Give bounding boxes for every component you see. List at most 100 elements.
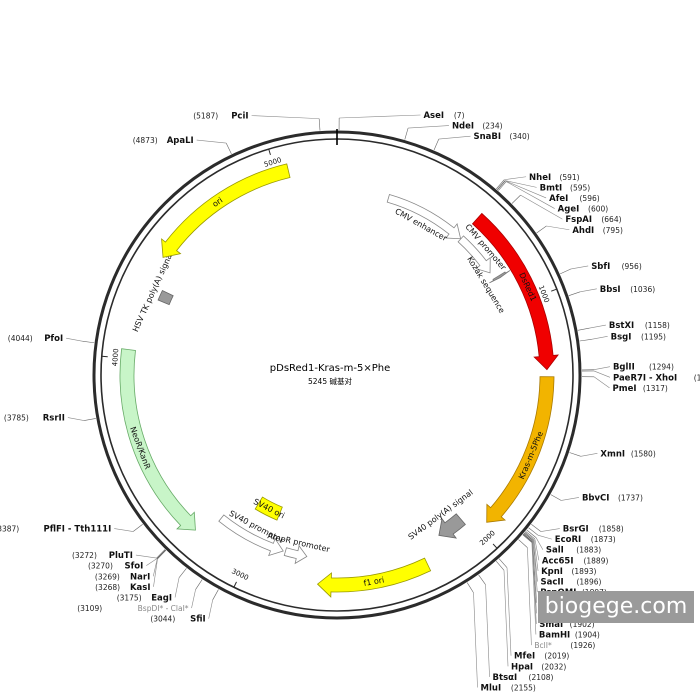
site-position: (1737) <box>618 493 643 502</box>
site-position: (3387) <box>0 525 19 534</box>
site-name: BbvCI <box>582 493 610 503</box>
feature-ori <box>161 163 291 258</box>
site-name: BsrGI <box>563 525 589 535</box>
site-leader <box>174 577 180 598</box>
site-leader <box>518 539 528 548</box>
site-name: MluI <box>481 684 502 694</box>
site-position: (1195) <box>641 332 666 341</box>
site-leader <box>195 579 203 590</box>
site-sali: SalI (1883) <box>526 529 601 556</box>
feature-ampr-promoter <box>283 544 308 565</box>
site-leader <box>438 135 471 140</box>
site-pfoi: PfoI (4044) <box>8 334 95 344</box>
site-paer7i-xhoi: PaeR7I - XhoI (1298) <box>581 370 700 383</box>
tick-mark <box>268 148 271 155</box>
site-name: NheI <box>529 173 551 183</box>
site-leader <box>225 142 232 155</box>
site-position: (2032) <box>541 662 566 671</box>
feature-sv40-promoter <box>218 514 284 557</box>
site-position: (1902) <box>570 620 595 629</box>
site-leader <box>67 417 85 421</box>
site-name: RsrII <box>43 414 65 424</box>
site-position: (2155) <box>511 684 536 693</box>
site-leader <box>533 540 538 582</box>
site-leader <box>571 265 589 270</box>
site-pcii: PciI (5187) <box>193 112 321 131</box>
site-rsrii: RsrII (3785) <box>4 414 96 424</box>
site-position: (3109) <box>77 604 102 613</box>
site-position: (4873) <box>133 136 158 145</box>
site-asei: AseI (7) <box>338 111 465 131</box>
site-name: SmaI <box>539 620 563 630</box>
site-position: (3268) <box>95 583 120 592</box>
site-leader <box>593 366 611 370</box>
site-name: SfoI <box>124 562 143 572</box>
site-name: PmeI <box>613 384 637 394</box>
site-name: AfeI <box>549 194 568 204</box>
site-leader <box>191 589 196 609</box>
site-position: (3269) <box>95 572 120 581</box>
site-leader <box>498 558 508 568</box>
site-leader <box>532 541 537 603</box>
site-name: SalI <box>546 546 564 556</box>
site-leader <box>478 574 486 585</box>
site-name: BamHI <box>539 631 570 641</box>
site-leader <box>66 337 83 342</box>
site-position: (1294) <box>649 363 674 372</box>
site-leader <box>577 327 590 331</box>
site-position: (340) <box>509 132 529 141</box>
site-leader <box>156 549 166 559</box>
site-leader <box>505 180 547 199</box>
site-snabi: SnaBI (340) <box>433 132 530 151</box>
site-name: XmnI <box>600 449 625 459</box>
site-leader <box>504 180 537 188</box>
site-hpai: HpaI (2032) <box>495 561 566 672</box>
site-agei: AgeI (600) <box>498 181 608 215</box>
tick-label: 3000 <box>230 567 250 582</box>
site-position: (1158) <box>645 321 670 330</box>
site-name: HpaI <box>511 662 533 672</box>
site-mlui: MluI (2155) <box>466 582 536 694</box>
feature-sv40-poly-a-signal <box>438 513 466 539</box>
site-name: MfeI <box>514 652 535 662</box>
site-leader <box>178 568 187 578</box>
site-name: BstXI <box>609 321 634 331</box>
site-pluti: PluTI (3272) <box>72 549 166 561</box>
backbone-inner-ring <box>100 138 574 612</box>
site-acc65i: Acc65I (1889) <box>525 531 608 566</box>
site-position: (3175) <box>117 593 142 602</box>
site-position: (3272) <box>72 551 97 560</box>
site-leader <box>497 180 506 191</box>
site-name: BspDI* - ClaI* <box>138 604 189 613</box>
site-leader <box>485 584 490 677</box>
site-position: (795) <box>603 226 623 235</box>
site-leader <box>526 529 537 538</box>
site-position: (956) <box>622 262 642 271</box>
site-xmni: XmnI (1580) <box>569 449 656 459</box>
site-nhei: NheI (591) <box>496 173 580 190</box>
site-name: PluTI <box>109 551 133 561</box>
site-name: SacII <box>540 578 563 588</box>
site-leader <box>152 558 158 577</box>
site-name: SbfI <box>591 262 610 272</box>
site-position: (591) <box>559 173 579 182</box>
site-leader <box>569 452 581 457</box>
site-leader <box>593 370 611 378</box>
site-leader <box>525 531 536 540</box>
site-name: PfoI <box>44 334 63 344</box>
site-ahdi: AhdI (795) <box>536 225 623 236</box>
site-position: (1889) <box>583 556 608 565</box>
site-leader <box>511 194 521 204</box>
site-leader <box>522 534 533 543</box>
tick-mark <box>551 288 557 292</box>
site-leader <box>339 114 421 119</box>
site-leader <box>506 567 512 656</box>
tick-mark <box>233 581 237 588</box>
plasmid-name: pDsRed1-Kras-m-5×Phe <box>270 363 390 374</box>
site-name: Acc65I <box>542 556 574 566</box>
site-name: ApaLI <box>167 136 194 146</box>
site-leader <box>523 532 534 542</box>
tick-label: 4000 <box>111 348 120 366</box>
site-position: (1904) <box>575 631 600 640</box>
